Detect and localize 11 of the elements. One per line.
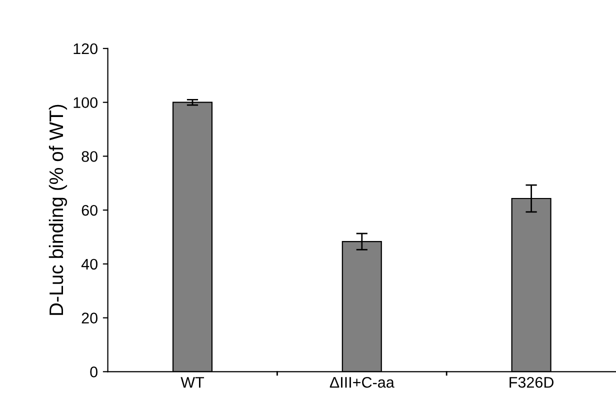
x-tick-label: WT [180,377,204,388]
y-tick-label: 60 [82,204,98,216]
x-tick-label: F326D [510,376,554,388]
y-tick-label: 40 [81,258,98,270]
y-tick-label: 120 [74,43,98,54]
y-tick-label: 80 [82,151,98,162]
x-tick-label: ΔIII+C-aa [330,376,394,388]
y-tick-label: 0 [90,366,98,378]
y-axis-title: D-Luc binding (% of WT) [48,104,68,315]
y-tick-label: 100 [74,97,98,108]
y-tick-label: 20 [82,312,98,324]
